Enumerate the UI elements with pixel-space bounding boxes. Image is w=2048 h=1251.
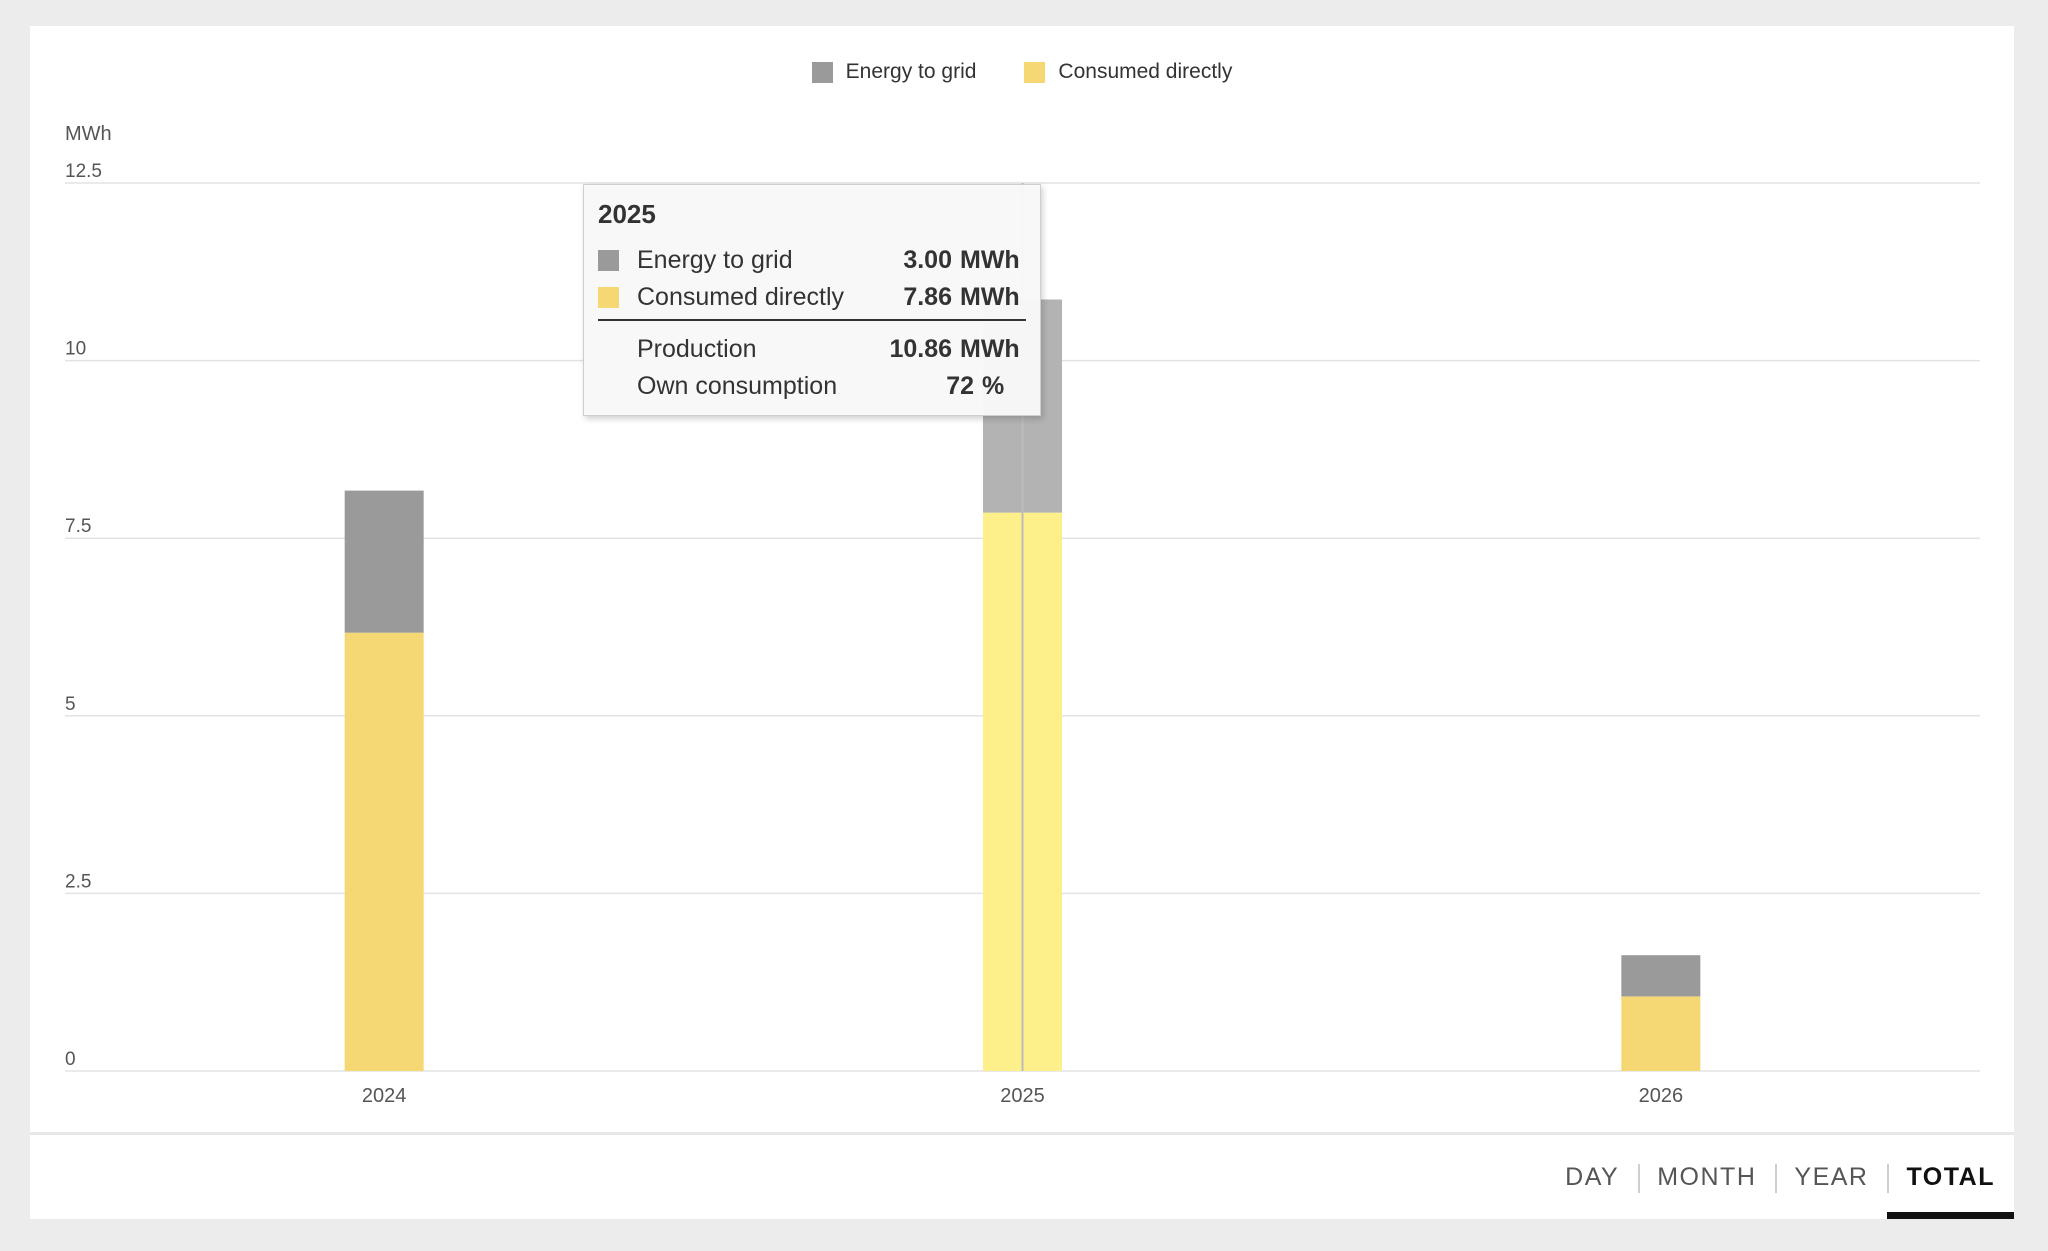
tooltip-separator [598,319,1026,321]
x-tick-label: 2024 [362,1085,407,1107]
bar-energy-to-grid-2026 [1621,955,1701,997]
chart-tooltip: 2025 Energy to grid 3.00 MWh Consumed di… [583,184,1041,416]
tab-month[interactable]: MONTH [1638,1135,1775,1219]
tooltip-value: 7.86 [903,283,952,311]
y-axis-unit-label: MWh [65,123,112,145]
tooltip-row-own-consumption: Own consumption 72 % [598,368,1026,405]
chart-footer: DAY MONTH YEAR TOTAL [30,1132,2014,1219]
tooltip-label: Production [637,335,757,363]
legend-item-energy-to-grid[interactable]: Energy to grid [811,60,977,84]
tooltip-swatch-consumed-directly [598,287,619,308]
chart-area: Energy to grid Consumed directly MWh 0 2.5… [30,26,2014,1130]
y-tick-label: 2.5 [65,871,91,892]
tooltip-value: 10.86 [889,335,952,363]
tooltip-title: 2025 [598,199,656,229]
y-tick-label: 7.5 [65,516,91,537]
tooltip-unit: MWh [960,246,1020,274]
tooltip-value: 72 [946,372,974,400]
legend-swatch-energy-to-grid [811,61,833,83]
x-tick-label: 2025 [1000,1085,1045,1107]
bar-chart-svg: MWh 0 2.5 5 7.5 10 12.5 2024 2025 2026 [65,123,1980,1107]
chart-legend: Energy to grid Consumed directly [30,60,2014,84]
tab-total[interactable]: TOTAL [1887,1135,2014,1219]
bar-energy-to-grid-2024 [344,490,424,633]
energy-chart-card: Energy to grid Consumed directly MWh 0 2.5… [30,26,2014,1219]
tooltip-row-consumed-directly: Consumed directly 7.86 MWh [598,279,1026,316]
tooltip-row-production: Production 10.86 MWh [598,331,1026,368]
tooltip-label: Own consumption [637,372,838,400]
tooltip-unit: MWh [960,283,1020,311]
bar-consumed-directly-2024 [344,632,424,1071]
tooltip-value: 3.00 [903,246,952,274]
x-tick-label: 2026 [1639,1085,1684,1107]
tooltip-label: Consumed directly [637,283,845,311]
tooltip-swatch-energy-to-grid [598,250,619,271]
y-tick-label: 10 [65,339,86,360]
y-tick-label: 5 [65,694,76,715]
tooltip-label: Energy to grid [637,246,793,274]
tab-year[interactable]: YEAR [1775,1135,1887,1219]
legend-label-energy-to-grid: Energy to grid [845,60,977,83]
legend-item-consumed-directly[interactable]: Consumed directly [1024,60,1232,84]
y-tick-label: 0 [65,1049,76,1070]
tooltip-unit: % [982,372,1005,400]
bar-consumed-directly-2026 [1621,996,1701,1071]
y-tick-label: 12.5 [65,161,102,182]
tab-day[interactable]: DAY [1565,1162,1620,1191]
period-tabs: DAY MONTH YEAR TOTAL [1546,1135,2014,1219]
tooltip-row-energy-to-grid: Energy to grid 3.00 MWh [598,242,1026,279]
legend-label-consumed-directly: Consumed directly [1058,60,1233,83]
tooltip-unit: MWh [960,335,1020,363]
legend-swatch-consumed-directly [1024,61,1046,83]
